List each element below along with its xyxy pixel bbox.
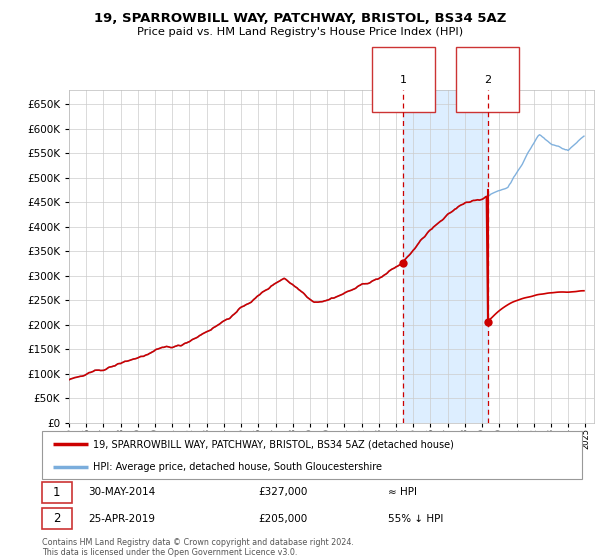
Text: 30-MAY-2014: 30-MAY-2014 xyxy=(88,487,155,497)
Text: £327,000: £327,000 xyxy=(258,487,307,497)
Text: ≈ HPI: ≈ HPI xyxy=(388,487,416,497)
FancyBboxPatch shape xyxy=(42,431,582,479)
Text: 55% ↓ HPI: 55% ↓ HPI xyxy=(388,514,443,524)
Text: Contains HM Land Registry data © Crown copyright and database right 2024.
This d: Contains HM Land Registry data © Crown c… xyxy=(42,538,354,557)
Text: 19, SPARROWBILL WAY, PATCHWAY, BRISTOL, BS34 5AZ (detached house): 19, SPARROWBILL WAY, PATCHWAY, BRISTOL, … xyxy=(94,439,454,449)
Text: Price paid vs. HM Land Registry's House Price Index (HPI): Price paid vs. HM Land Registry's House … xyxy=(137,27,463,37)
FancyBboxPatch shape xyxy=(42,482,72,502)
Text: HPI: Average price, detached house, South Gloucestershire: HPI: Average price, detached house, Sout… xyxy=(94,462,382,472)
Text: 2: 2 xyxy=(484,74,491,85)
Text: 1: 1 xyxy=(400,74,407,85)
Text: 1: 1 xyxy=(53,486,61,498)
Text: 19, SPARROWBILL WAY, PATCHWAY, BRISTOL, BS34 5AZ: 19, SPARROWBILL WAY, PATCHWAY, BRISTOL, … xyxy=(94,12,506,25)
FancyBboxPatch shape xyxy=(42,508,72,529)
Text: 2: 2 xyxy=(53,512,61,525)
Bar xyxy=(403,90,488,423)
Text: 25-APR-2019: 25-APR-2019 xyxy=(88,514,155,524)
Text: £205,000: £205,000 xyxy=(258,514,307,524)
